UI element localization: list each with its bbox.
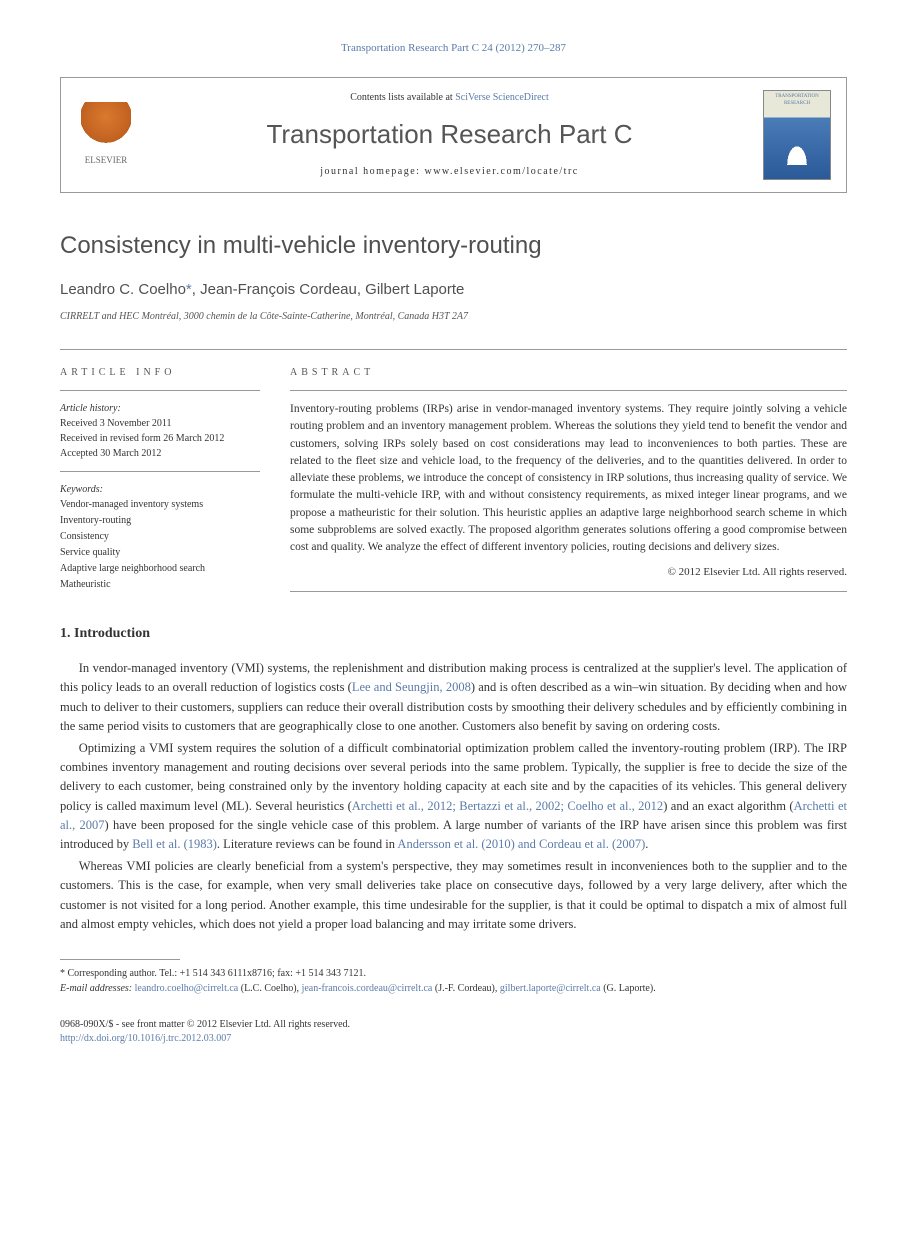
sciencedirect-link[interactable]: SciVerse ScienceDirect [455,92,549,103]
paragraph-2: Optimizing a VMI system requires the sol… [60,739,847,855]
paragraph-3: Whereas VMI policies are clearly benefic… [60,857,847,935]
p2-mid1: ) and an exact algorithm ( [663,799,793,813]
homepage-url[interactable]: www.elsevier.com/locate/trc [424,166,578,177]
keywords-list: Vendor-managed inventory systems Invento… [60,497,260,593]
article-info-column: ARTICLE INFO Article history: Received 3… [60,365,260,593]
keyword: Matheuristic [60,577,260,593]
journal-cover-thumbnail: TRANSPORTATION RESEARCH [763,90,831,180]
email-link[interactable]: gilbert.laporte@cirrelt.ca [500,983,601,994]
authors-line: Leandro C. Coelho*, Jean-François Cordea… [60,279,847,302]
keyword: Inventory-routing [60,513,260,529]
section-1-heading: 1. Introduction [60,623,847,644]
section-1-body: In vendor-managed inventory (VMI) system… [60,659,847,934]
abstract-column: ABSTRACT Inventory-routing problems (IRP… [290,365,847,593]
received-date: Received 3 November 2011 [60,416,260,431]
homepage-prefix: journal homepage: [320,166,424,177]
email-name-1: (L.C. Coelho), [238,983,301,994]
email-link[interactable]: leandro.coelho@cirrelt.ca [135,983,239,994]
article-title: Consistency in multi-vehicle inventory-r… [60,228,847,264]
citation-link[interactable]: Bell et al. (1983) [132,837,217,851]
paragraph-1: In vendor-managed inventory (VMI) system… [60,659,847,737]
bottom-block: 0968-090X/$ - see front matter © 2012 El… [60,1018,847,1046]
journal-citation: Transportation Research Part C 24 (2012)… [60,40,847,57]
keyword: Service quality [60,545,260,561]
article-info-label: ARTICLE INFO [60,365,260,380]
keyword: Vendor-managed inventory systems [60,497,260,513]
abstract-copyright: © 2012 Elsevier Ltd. All rights reserved… [290,564,847,581]
revised-date: Received in revised form 26 March 2012 [60,431,260,446]
doi-link[interactable]: http://dx.doi.org/10.1016/j.trc.2012.03.… [60,1032,847,1046]
info-abstract-row: ARTICLE INFO Article history: Received 3… [60,349,847,593]
authors-rest: , Jean-François Cordeau, Gilbert Laporte [192,281,465,298]
history-label: Article history: [60,401,260,416]
abstract-rule-top [290,390,847,391]
elsevier-tree-icon [81,102,131,152]
abstract-text: Inventory-routing problems (IRPs) arise … [290,401,847,556]
citation-link[interactable]: Andersson et al. (2010) and Cordeau et a… [397,837,645,851]
email-label: E-mail addresses: [60,983,135,994]
citation-link[interactable]: Lee and Seungjin, 2008 [352,680,471,694]
homepage-line: journal homepage: www.elsevier.com/locat… [156,164,743,179]
p2-mid3: . Literature reviews can be found in [217,837,398,851]
contents-prefix: Contents lists available at [350,92,455,103]
cover-label: TRANSPORTATION RESEARCH [764,91,830,110]
journal-header-box: ELSEVIER Contents lists available at Sci… [60,77,847,193]
email-link[interactable]: jean-francois.cordeau@cirrelt.ca [302,983,433,994]
info-rule-2 [60,471,260,472]
footnote-block: * Corresponding author. Tel.: +1 514 343… [60,966,847,996]
affiliation: CIRRELT and HEC Montréal, 3000 chemin de… [60,309,847,324]
p2-post: . [645,837,648,851]
email-line: E-mail addresses: leandro.coelho@cirrelt… [60,981,847,996]
elsevier-logo: ELSEVIER [76,100,136,170]
keywords-label: Keywords: [60,482,260,497]
keyword: Adaptive large neighborhood search [60,561,260,577]
email-name-2: (J.-F. Cordeau), [432,983,500,994]
keyword: Consistency [60,529,260,545]
corresponding-note: * Corresponding author. Tel.: +1 514 343… [60,966,847,981]
accepted-date: Accepted 30 March 2012 [60,446,260,461]
abstract-label: ABSTRACT [290,365,847,380]
email-name-3: (G. Laporte). [601,983,656,994]
author-1: Leandro C. Coelho [60,281,186,298]
footnote-rule [60,959,180,960]
abstract-rule-bottom [290,591,847,592]
citation-link[interactable]: Archetti et al., 2012; Bertazzi et al., … [352,799,663,813]
journal-title: Transportation Research Part C [156,115,743,154]
contents-line: Contents lists available at SciVerse Sci… [156,90,743,105]
info-rule-1 [60,390,260,391]
issn-line: 0968-090X/$ - see front matter © 2012 El… [60,1018,847,1032]
header-center: Contents lists available at SciVerse Sci… [156,90,743,179]
elsevier-label: ELSEVIER [85,154,128,168]
